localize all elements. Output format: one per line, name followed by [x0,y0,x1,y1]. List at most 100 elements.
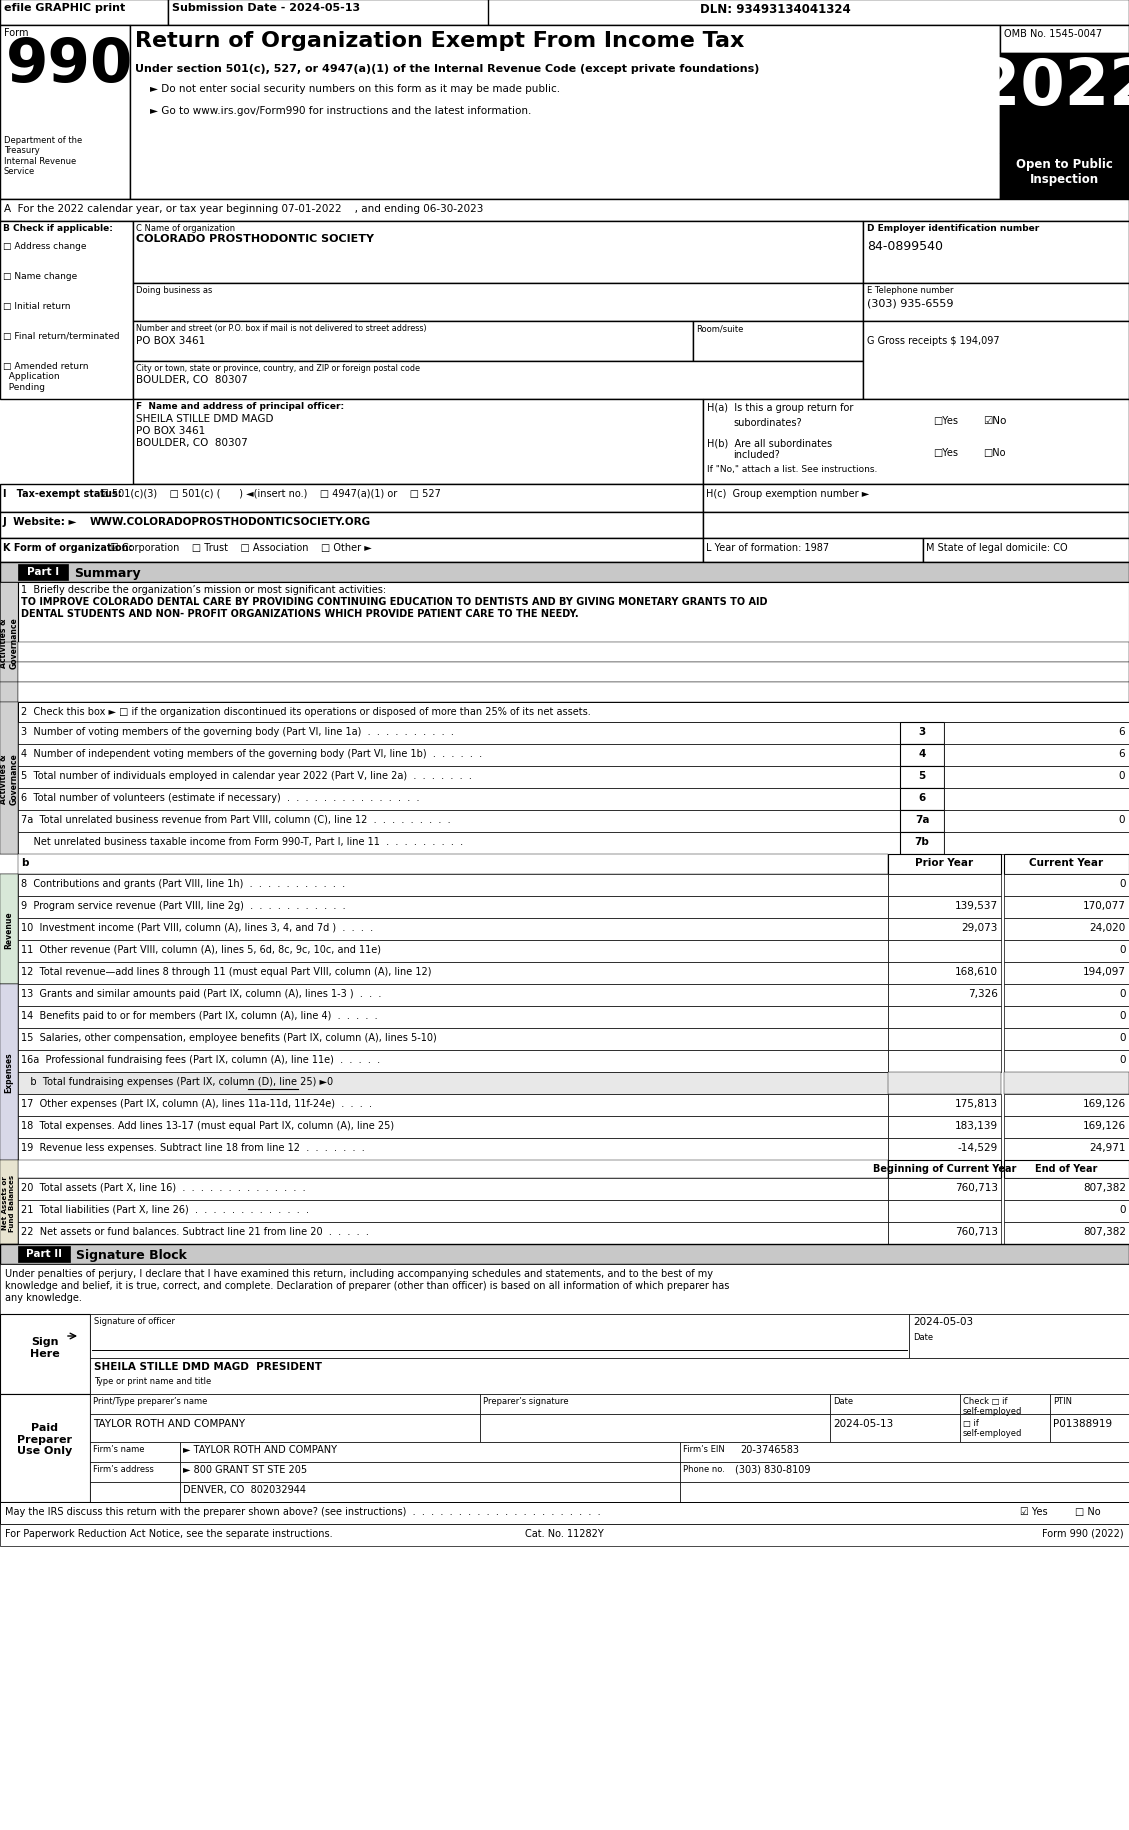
Text: DLN: 93493134041324: DLN: 93493134041324 [700,4,851,16]
Text: 7a: 7a [914,814,929,825]
Bar [889,963,1001,985]
Bar [1004,1094,1129,1116]
Text: Part II: Part II [26,1248,62,1259]
Text: 760,713: 760,713 [955,1226,998,1237]
Bar [0,833,18,855]
Bar [900,745,944,767]
Bar [0,1314,90,1394]
Text: 990: 990 [6,37,133,95]
Text: Net unrelated business taxable income from Form 990-T, Part I, line 11  .  .  . : Net unrelated business taxable income fr… [21,836,463,847]
Text: G Gross receipts $ 194,097: G Gross receipts $ 194,097 [867,337,999,346]
Text: 0: 0 [1120,878,1126,889]
Text: ☑ 501(c)(3)    □ 501(c) (      ) ◄(insert no.)    □ 4947(a)(1) or    □ 527: ☑ 501(c)(3) □ 501(c) ( ) ◄(insert no.) □… [100,489,441,500]
Bar [889,1072,1001,1094]
Bar [830,1394,960,1415]
Bar [18,723,900,745]
Bar [18,582,1129,642]
Bar [90,1482,180,1502]
Bar [944,745,1129,767]
Text: 10  Investment income (Part VIII, column (A), lines 3, 4, and 7d )  .  .  .  .: 10 Investment income (Part VIII, column … [21,922,373,933]
Text: Room/suite: Room/suite [695,324,743,333]
Bar [18,1246,70,1263]
Bar [133,322,693,362]
Text: Firm’s EIN: Firm’s EIN [683,1444,725,1453]
Bar [0,1179,18,1200]
Bar [680,1462,1129,1482]
Text: OMB No. 1545-0047: OMB No. 1545-0047 [1004,29,1102,38]
Bar [0,703,18,855]
Bar [863,284,1129,322]
Bar [1004,875,1129,897]
Text: efile GRAPHIC print: efile GRAPHIC print [5,4,125,13]
Text: M State of legal domicile: CO: M State of legal domicile: CO [926,544,1068,553]
Bar [960,1415,1050,1442]
Bar [1004,1179,1129,1200]
Bar [703,399,1129,485]
Bar [18,1028,889,1050]
Bar [889,1160,1001,1179]
Text: 807,382: 807,382 [1083,1182,1126,1193]
Text: 169,126: 169,126 [1083,1098,1126,1109]
Text: □Yes: □Yes [933,415,959,426]
Bar [18,985,889,1007]
Bar [889,1028,1001,1050]
Bar [0,1502,1129,1524]
Bar [1000,26,1129,53]
Text: City or town, state or province, country, and ZIP or foreign postal code: City or town, state or province, country… [135,364,420,373]
Text: □ Amended return
  Application
  Pending: □ Amended return Application Pending [3,362,88,392]
Text: 139,537: 139,537 [955,900,998,911]
Bar [0,0,168,26]
Bar [18,919,889,941]
Text: Expenses: Expenses [5,1052,14,1093]
Text: □ Address change: □ Address change [3,242,87,251]
Bar [0,562,1129,582]
Bar [1004,1116,1129,1138]
Text: Print/Type preparer’s name: Print/Type preparer’s name [93,1396,208,1405]
Bar [18,1138,889,1160]
Text: □ if
self-employed: □ if self-employed [963,1418,1023,1438]
Bar [703,512,1129,538]
Text: b: b [21,858,28,867]
Text: ☑ Corporation    □ Trust    □ Association    □ Other ►: ☑ Corporation □ Trust □ Association □ Ot… [110,544,371,553]
Bar [130,26,1000,199]
Bar [1004,919,1129,941]
Text: 7b: 7b [914,836,929,847]
Bar [889,875,1001,897]
Text: 22  Net assets or fund balances. Subtract line 21 from line 20  .  .  .  .  .: 22 Net assets or fund balances. Subtract… [21,1226,369,1237]
Bar [1004,941,1129,963]
Text: 84-0899540: 84-0899540 [867,240,943,253]
Text: 194,097: 194,097 [1083,966,1126,977]
Text: ► Do not enter social security numbers on this form as it may be made public.: ► Do not enter social security numbers o… [150,84,560,93]
Bar [0,875,18,985]
Bar [90,1358,1129,1394]
Text: 170,077: 170,077 [1083,900,1126,911]
Bar [0,723,18,745]
Bar [18,703,1129,723]
Bar [133,284,863,322]
Text: Current Year: Current Year [1030,858,1103,867]
Bar [180,1442,680,1462]
Bar [18,897,889,919]
Text: Phone no.: Phone no. [683,1464,725,1473]
Text: 0: 0 [1119,770,1124,781]
Text: 4: 4 [918,748,926,759]
Bar [1004,1050,1129,1072]
Bar [480,1415,830,1442]
Text: For Paperwork Reduction Act Notice, see the separate instructions.: For Paperwork Reduction Act Notice, see … [5,1528,333,1539]
Text: 20  Total assets (Part X, line 16)  .  .  .  .  .  .  .  .  .  .  .  .  .  .: 20 Total assets (Part X, line 16) . . . … [21,1182,306,1193]
Bar [0,897,18,919]
Bar [0,941,18,963]
Text: E Telephone number: E Telephone number [867,285,954,295]
Bar [1004,855,1129,875]
Text: 29,073: 29,073 [962,922,998,933]
Bar [0,1072,18,1094]
Text: J  Website: ►: J Website: ► [3,516,78,527]
Bar [18,683,1129,703]
Bar [90,1314,909,1358]
Bar [863,322,1129,399]
Text: 0: 0 [1120,944,1126,955]
Bar [889,897,1001,919]
Text: ► 800 GRANT ST STE 205: ► 800 GRANT ST STE 205 [183,1464,307,1475]
Text: Firm’s name: Firm’s name [93,1444,145,1453]
Bar [0,1028,18,1050]
